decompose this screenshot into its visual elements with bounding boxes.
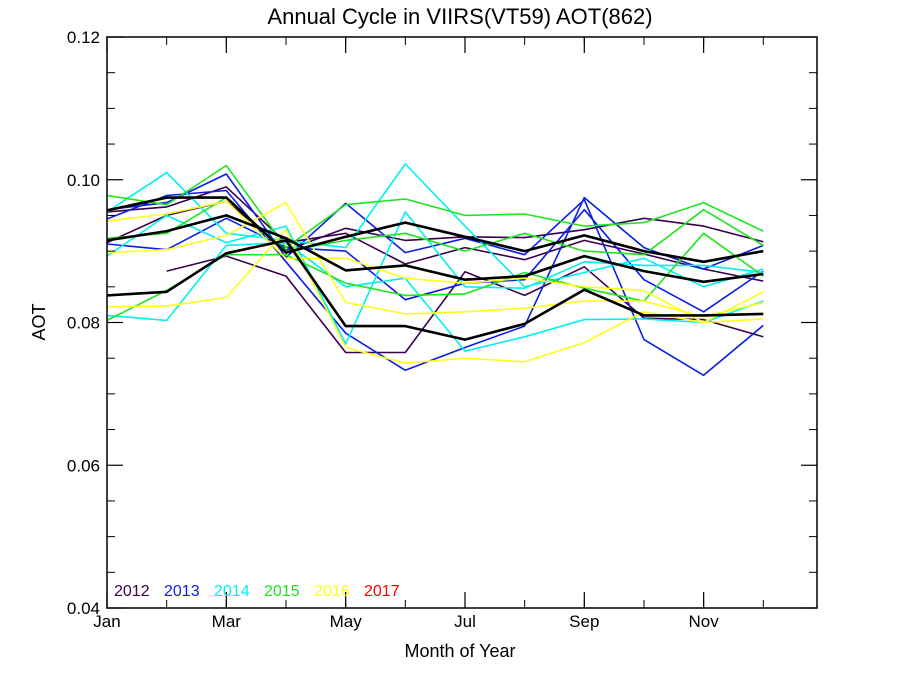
series-line-5 xyxy=(106,189,764,372)
x-axis: Jan Mar May Jul Sep Nov xyxy=(93,37,764,631)
y-axis-label: AOT xyxy=(29,303,49,340)
y-tick-label: 0.04 xyxy=(67,599,100,618)
series-line-14 xyxy=(106,201,764,318)
chart-title: Annual Cycle in VIIRS(VT59) AOT(862) xyxy=(267,4,652,29)
series-line-18 xyxy=(106,239,764,341)
x-tick-label: May xyxy=(330,612,363,631)
series-line-1 xyxy=(166,255,764,354)
legend-entry-2014: 2014 xyxy=(214,583,250,600)
x-tick-label: Jul xyxy=(454,612,476,631)
x-tick-label: Nov xyxy=(689,612,720,631)
series-line-4 xyxy=(106,173,764,377)
y-tick-label: 0.06 xyxy=(67,456,100,475)
y-tick-label: 0.08 xyxy=(67,314,100,333)
series-line-17 xyxy=(106,214,764,284)
x-axis-label: Month of Year xyxy=(404,641,515,661)
legend-entry-2012: 2012 xyxy=(114,583,150,600)
y-tick-label: 0.12 xyxy=(67,28,100,47)
x-tick-label: Jan xyxy=(93,612,120,631)
legend-entry-2015: 2015 xyxy=(264,583,300,600)
series-line-7 xyxy=(106,163,764,288)
series-line-9 xyxy=(106,241,764,352)
y-tick-label: 0.10 xyxy=(67,171,100,190)
x-tick-label: Sep xyxy=(569,612,599,631)
series-line-15 xyxy=(106,228,764,365)
series-line-10 xyxy=(106,164,764,249)
x-tick-label: Mar xyxy=(212,612,242,631)
series-line-13 xyxy=(106,200,764,324)
y-axis: 0.04 0.06 0.08 0.10 0.12 xyxy=(67,28,817,618)
series-layer xyxy=(106,163,764,377)
series-line-16 xyxy=(106,196,764,264)
legend-entry-2017: 2017 xyxy=(364,583,400,600)
legend-entry-2016: 2016 xyxy=(314,583,350,600)
legend: 2012 2013 2014 2015 2016 2017 xyxy=(114,583,400,600)
series-line-2 xyxy=(106,186,764,282)
legend-entry-2013: 2013 xyxy=(164,583,200,600)
